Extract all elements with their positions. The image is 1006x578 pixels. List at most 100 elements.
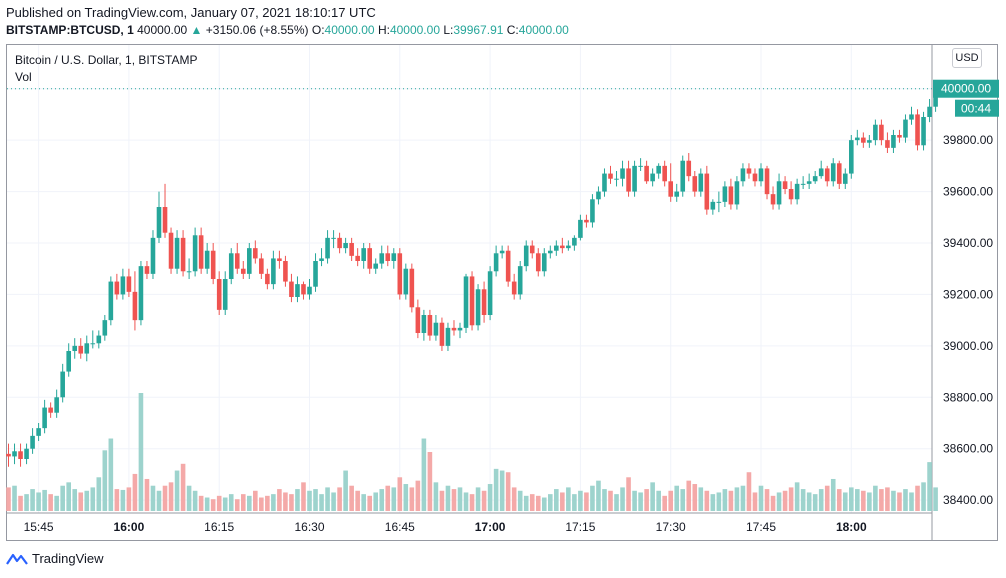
- volume-bar: [36, 492, 41, 511]
- candle-body: [716, 201, 722, 203]
- volume-bar: [475, 487, 481, 511]
- candle-body: [590, 199, 595, 223]
- candle-body: [247, 248, 252, 274]
- volume-bar: [66, 482, 71, 511]
- volume-bar: [186, 485, 192, 511]
- volume-bar: [397, 477, 403, 511]
- volume-bar: [861, 490, 866, 511]
- volume-bar: [379, 489, 385, 511]
- volume-bar: [523, 495, 529, 511]
- candle-body: [198, 235, 204, 269]
- candle-body: [541, 253, 547, 272]
- volume-bar: [692, 484, 698, 511]
- candle-body: [403, 268, 409, 295]
- currency-button[interactable]: USD: [952, 48, 982, 68]
- candle-body: [253, 248, 258, 259]
- volume-bar: [253, 490, 258, 511]
- x-tick-label: 17:15: [565, 520, 595, 534]
- volume-bar: [132, 473, 138, 511]
- candle-body: [391, 253, 397, 261]
- volume-bar: [812, 494, 818, 511]
- volume-bar: [457, 487, 463, 511]
- candle-body: [891, 135, 896, 148]
- candle-body: [824, 168, 830, 182]
- change-value: +3150.06 (+8.55%): [205, 23, 309, 37]
- candle-body: [535, 253, 541, 272]
- volume-bar: [566, 487, 571, 511]
- candle-body: [150, 237, 156, 274]
- candle-body: [42, 407, 47, 429]
- volume-bar: [728, 490, 734, 511]
- candle-body: [493, 253, 499, 272]
- legend-volume: Vol: [15, 70, 32, 84]
- volume-bar: [897, 492, 902, 511]
- close-label: C:: [506, 23, 519, 37]
- candle-body: [734, 181, 740, 205]
- volume-bar: [632, 490, 637, 511]
- volume-bar: [782, 490, 788, 511]
- candle-body: [578, 219, 583, 238]
- candle-body: [710, 201, 716, 210]
- volume-bar: [222, 497, 228, 511]
- volume-bar: [84, 490, 90, 511]
- candle-body: [849, 140, 854, 174]
- candle-body: [138, 266, 144, 321]
- volume-bar: [873, 485, 878, 511]
- candle-body: [548, 250, 553, 254]
- volume-bar: [933, 487, 938, 511]
- x-tick-label: 16:00: [114, 520, 145, 534]
- candle-body: [361, 248, 366, 261]
- tradingview-logo[interactable]: TradingView: [6, 550, 104, 570]
- volume-bar: [644, 489, 649, 511]
- volume-bar: [78, 492, 84, 511]
- volume-bar: [842, 492, 848, 511]
- volume-bar: [259, 497, 264, 511]
- candle-body: [283, 261, 288, 282]
- chart-frame[interactable]: [6, 44, 998, 541]
- candle-body: [367, 248, 372, 269]
- candle-body: [686, 160, 692, 177]
- candle-body: [487, 271, 493, 315]
- x-tick-label: 16:15: [204, 520, 234, 534]
- volume-bar: [210, 499, 216, 511]
- y-tick-label: 39600.00: [943, 185, 993, 199]
- low-value: 39967.91: [453, 23, 504, 37]
- volume-bar: [156, 490, 162, 511]
- volume-bar: [403, 484, 409, 511]
- x-tick-label: 17:45: [746, 520, 776, 534]
- volume-bar: [927, 462, 932, 511]
- volume-bar: [903, 489, 908, 511]
- volume-bar: [734, 487, 740, 511]
- candle-body: [596, 191, 601, 200]
- last-price-badge: [933, 79, 999, 98]
- candle-body: [265, 273, 270, 285]
- volume-bar: [764, 489, 770, 511]
- candle-body: [156, 207, 162, 238]
- candle-body: [614, 178, 619, 180]
- volume-bar: [319, 494, 324, 511]
- volume-bar: [626, 477, 631, 511]
- volume-bar: [198, 495, 204, 511]
- candle-body: [620, 168, 625, 179]
- volume-bar: [289, 494, 294, 511]
- candle-body: [499, 250, 505, 254]
- candle-body: [301, 284, 306, 295]
- volume-bar: [499, 470, 505, 511]
- candle-body: [602, 173, 607, 192]
- candle-body: [758, 168, 764, 182]
- volume-bar: [313, 489, 318, 511]
- candle-body: [355, 255, 360, 261]
- candle-body: [18, 451, 23, 459]
- volume-bar: [6, 487, 11, 511]
- candle-body: [373, 263, 379, 269]
- candle-body: [921, 117, 926, 146]
- candle-body: [385, 253, 391, 261]
- volume-bar: [505, 472, 511, 511]
- candle-body: [54, 397, 59, 413]
- candle-body: [325, 237, 330, 259]
- candle-body: [842, 173, 848, 184]
- candle-body: [66, 351, 71, 372]
- volume-bar: [283, 492, 288, 511]
- footer-brand: TradingView: [32, 551, 104, 567]
